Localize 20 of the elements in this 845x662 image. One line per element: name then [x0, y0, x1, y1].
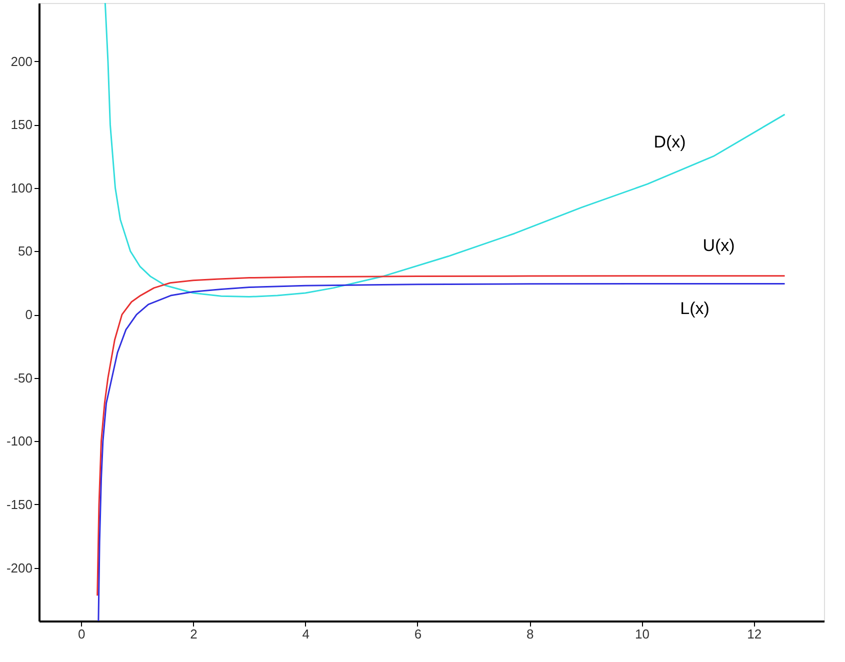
y-tick-label: -200 [6, 560, 32, 576]
y-tick-label: 100 [10, 180, 32, 196]
series-label: L(x) [680, 298, 710, 318]
y-tick-label: 0 [25, 307, 32, 322]
y-tick-label: -150 [6, 496, 32, 512]
x-tick-label: 2 [190, 626, 198, 642]
x-tick-label: 0 [78, 626, 86, 642]
line-series [104, 3, 786, 298]
y-tick-label: 200 [10, 54, 32, 69]
x-tick-label: 4 [302, 626, 310, 642]
series-label: U(x) [702, 236, 735, 255]
y-tick-label: 50 [18, 244, 32, 259]
y-tick-label: -50 [14, 370, 32, 386]
x-tick-label: 8 [526, 626, 534, 642]
series-label: D(x) [654, 132, 686, 152]
y-tick-label: 150 [10, 117, 32, 132]
y-tick-label: -100 [6, 434, 32, 449]
x-tick-label: 12 [747, 626, 762, 642]
x-tick-label: 6 [414, 626, 422, 642]
x-tick-label: 10 [635, 626, 650, 642]
